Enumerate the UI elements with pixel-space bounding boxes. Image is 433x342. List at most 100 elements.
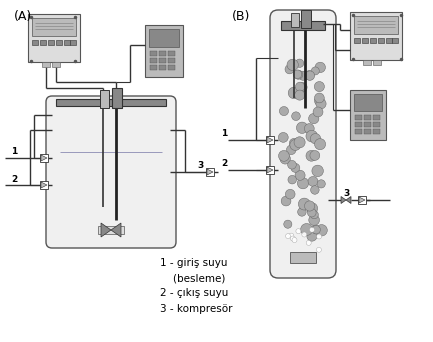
Circle shape — [310, 211, 318, 219]
Bar — [373, 115, 380, 120]
Bar — [373, 122, 380, 127]
Circle shape — [289, 233, 294, 238]
Bar — [350, 12, 402, 60]
Bar — [56, 40, 62, 45]
Circle shape — [298, 198, 310, 210]
Text: 2: 2 — [11, 174, 17, 184]
FancyBboxPatch shape — [46, 96, 176, 248]
Bar — [370, 38, 376, 43]
Bar — [40, 154, 48, 162]
Bar — [355, 129, 362, 134]
Circle shape — [291, 163, 300, 172]
Bar — [386, 38, 392, 43]
Bar — [373, 129, 380, 134]
Bar — [301, 10, 311, 28]
Circle shape — [294, 70, 303, 79]
Bar — [358, 196, 366, 204]
Circle shape — [307, 208, 316, 217]
Polygon shape — [341, 197, 346, 203]
Bar — [290, 252, 316, 263]
Circle shape — [291, 236, 295, 241]
Bar — [362, 38, 368, 43]
Circle shape — [288, 175, 297, 184]
Circle shape — [314, 93, 324, 103]
Polygon shape — [267, 167, 273, 173]
Bar — [145, 25, 183, 77]
Polygon shape — [41, 155, 47, 161]
Bar — [364, 122, 371, 127]
Circle shape — [302, 232, 307, 237]
Bar — [363, 60, 371, 65]
Circle shape — [311, 225, 319, 233]
Circle shape — [310, 186, 319, 194]
Bar — [159, 51, 166, 56]
Circle shape — [298, 82, 307, 92]
Circle shape — [278, 132, 288, 142]
Bar — [32, 40, 38, 45]
Circle shape — [307, 231, 317, 241]
Bar — [40, 40, 46, 45]
Bar — [70, 40, 76, 45]
Polygon shape — [101, 223, 111, 237]
Bar — [168, 65, 175, 70]
Circle shape — [297, 122, 308, 133]
Circle shape — [284, 220, 292, 228]
Circle shape — [292, 112, 301, 120]
Bar — [52, 62, 60, 67]
Text: (B): (B) — [232, 10, 250, 23]
Circle shape — [295, 90, 305, 100]
Polygon shape — [359, 197, 365, 203]
Circle shape — [310, 133, 321, 144]
Bar — [364, 129, 371, 134]
Bar — [150, 51, 157, 56]
Circle shape — [305, 70, 314, 80]
Bar — [206, 168, 214, 176]
Bar — [355, 115, 362, 120]
FancyBboxPatch shape — [270, 10, 336, 278]
Circle shape — [295, 170, 305, 180]
Circle shape — [309, 215, 320, 225]
Bar — [149, 29, 179, 47]
Circle shape — [292, 238, 297, 242]
Bar — [56, 99, 166, 106]
Circle shape — [285, 234, 291, 239]
Circle shape — [307, 203, 318, 214]
Bar — [266, 136, 274, 144]
Bar — [373, 60, 381, 65]
Circle shape — [287, 59, 298, 70]
Bar — [168, 51, 175, 56]
Bar — [32, 18, 76, 36]
Circle shape — [314, 81, 324, 92]
Polygon shape — [346, 197, 351, 203]
Circle shape — [306, 150, 317, 161]
Text: 2: 2 — [221, 158, 227, 168]
Circle shape — [305, 71, 315, 80]
Bar — [112, 88, 122, 108]
Text: 1 - giriş suyu
    (besleme)
2 - çıkış suyu
3 - kompresör: 1 - giriş suyu (besleme) 2 - çıkış suyu … — [160, 258, 233, 314]
Circle shape — [281, 196, 291, 206]
Circle shape — [288, 160, 296, 169]
Bar — [40, 181, 48, 189]
Circle shape — [298, 71, 307, 80]
Circle shape — [317, 234, 322, 239]
Circle shape — [301, 224, 313, 236]
Circle shape — [310, 150, 320, 160]
Text: 3: 3 — [198, 161, 204, 171]
Circle shape — [288, 87, 300, 99]
Circle shape — [304, 201, 315, 211]
Circle shape — [289, 139, 299, 148]
Circle shape — [306, 240, 311, 245]
Circle shape — [297, 177, 309, 189]
Circle shape — [317, 247, 321, 252]
Polygon shape — [207, 169, 213, 175]
Bar — [150, 58, 157, 63]
Bar — [354, 38, 360, 43]
Text: 1: 1 — [221, 129, 227, 137]
Circle shape — [306, 130, 317, 142]
Bar — [48, 40, 54, 45]
Circle shape — [285, 65, 294, 74]
Circle shape — [280, 154, 291, 164]
Circle shape — [308, 176, 318, 186]
Circle shape — [296, 229, 301, 234]
Circle shape — [285, 189, 295, 199]
